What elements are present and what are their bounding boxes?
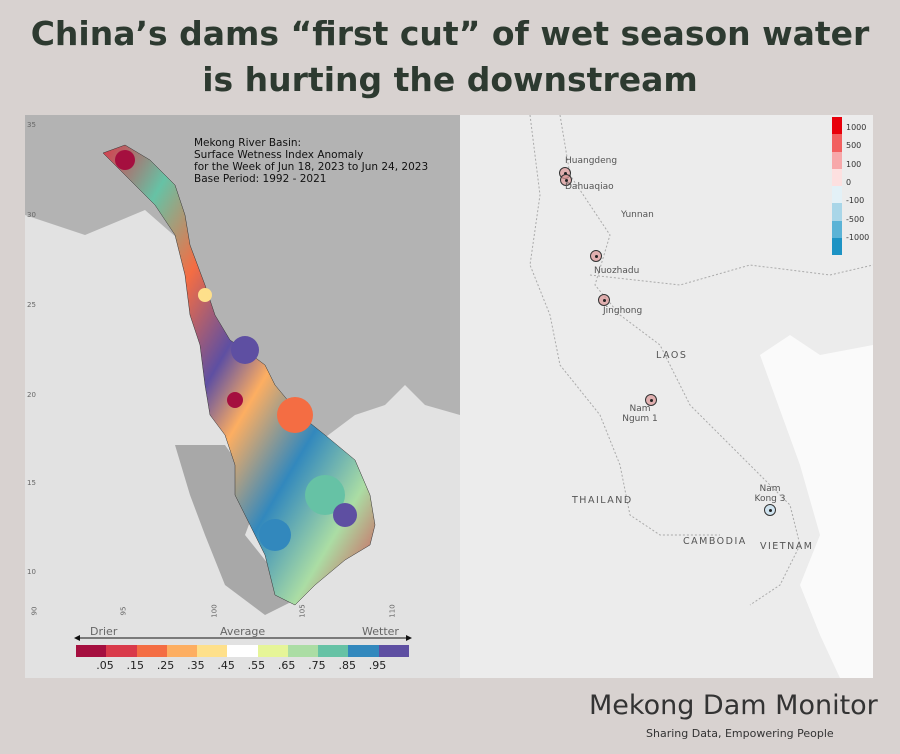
country-label: THAILAND xyxy=(572,495,633,506)
colorbar-label: .65 xyxy=(277,659,296,672)
basin-map-graphic xyxy=(25,115,460,678)
storage-legend xyxy=(832,117,842,256)
map-caption: Mekong River Basin: Surface Wetness Inde… xyxy=(194,137,428,185)
lon-tick: 105 xyxy=(298,604,307,618)
lon-tick: 90 xyxy=(30,606,39,616)
lat-tick: 10 xyxy=(27,568,36,576)
legend-label: 1000 xyxy=(846,123,867,132)
dam-marker-dahuaqiao[interactable] xyxy=(560,174,572,186)
colorbar-label: .75 xyxy=(308,659,326,672)
headline-line-2: is hurting the downstream xyxy=(202,60,698,99)
dam-storage-map xyxy=(460,114,874,678)
colorbar-swatch xyxy=(287,645,319,657)
region-map-graphic xyxy=(529,114,874,678)
dam-label: Nam Ngum 1 xyxy=(622,404,658,424)
colorbar-label: .45 xyxy=(217,659,235,672)
dam-label: Nuozhadu xyxy=(594,266,640,276)
colorbar-swatch xyxy=(106,645,137,657)
lat-tick: 15 xyxy=(27,479,36,487)
dam-label: Huangdeng xyxy=(565,156,618,166)
brand-name: Mekong Dam Monitor xyxy=(589,690,878,721)
dam-label: Dahuaqiao xyxy=(565,182,614,192)
legend-label: 500 xyxy=(846,141,862,151)
country-label: CAMBODIA xyxy=(683,536,747,547)
colorbar-swatch xyxy=(136,645,167,657)
dam-marker-nam-kong-3[interactable] xyxy=(764,504,776,516)
colorbar-label: .55 xyxy=(247,659,266,672)
caption-line: Base Period: 1992 - 2021 xyxy=(194,173,327,185)
legend-label: 100 xyxy=(846,159,862,169)
colorbar-swatch xyxy=(348,645,379,657)
country-label: VIETNAM xyxy=(760,541,814,552)
scale-drier: Drier xyxy=(90,625,118,638)
colorbar xyxy=(76,645,409,657)
legend-label: 0 xyxy=(846,177,852,187)
brand-tagline: Sharing Data, Empowering People xyxy=(646,727,834,740)
legend-swatch xyxy=(832,186,842,204)
colorbar-swatch xyxy=(197,645,228,657)
colorbar-swatch xyxy=(318,645,349,657)
scale-arrow xyxy=(74,635,412,641)
lat-tick: 35 xyxy=(27,121,36,129)
scale-wetter: Wetter xyxy=(362,625,399,638)
colorbar-label: .25 xyxy=(156,659,175,672)
colorbar-swatch xyxy=(166,645,198,657)
colorbar-swatch xyxy=(227,645,258,657)
caption-line: Mekong River Basin: xyxy=(194,137,302,149)
caption-line: for the Week of Jun 18, 2023 to Jun 24, … xyxy=(194,161,429,173)
legend-label: -100 xyxy=(846,196,865,206)
colorbar-label: .85 xyxy=(338,659,356,672)
headline-line-1: China’s dams “first cut” of wet season w… xyxy=(30,14,870,53)
region-label: Yunnan xyxy=(621,210,654,220)
colorbar-label: .95 xyxy=(368,659,387,672)
dam-marker-nuozhadu[interactable] xyxy=(590,250,602,262)
legend-swatch xyxy=(832,238,842,256)
colorbar-swatch xyxy=(257,645,288,657)
legend-swatch xyxy=(832,151,842,169)
lat-tick: 25 xyxy=(27,301,36,309)
lon-tick: 110 xyxy=(388,604,397,618)
country-label: LAOS xyxy=(656,350,688,361)
dam-label: Jinghong xyxy=(603,306,643,316)
legend-label: -1000 xyxy=(846,232,870,242)
legend-swatch xyxy=(832,117,842,135)
caption-line: Surface Wetness Index Anomaly xyxy=(194,149,364,161)
colorbar-label: .35 xyxy=(187,659,205,672)
lat-tick: 30 xyxy=(27,211,36,219)
legend-swatch xyxy=(832,203,842,221)
colorbar-label: .05 xyxy=(96,659,114,672)
lon-tick: 100 xyxy=(210,604,219,618)
colorbar-label: .15 xyxy=(126,659,145,672)
scale-average: Average xyxy=(220,625,266,638)
dam-label: Nam Kong 3 xyxy=(754,484,786,504)
dam-marker-nam-ngum-1[interactable] xyxy=(645,394,657,406)
legend-label: -500 xyxy=(846,214,865,224)
wetness-anomaly-map: 35 30 25 20 15 10 90 95 100 105 110 xyxy=(25,115,460,678)
lat-tick: 20 xyxy=(27,391,36,399)
dam-marker-jinghong[interactable] xyxy=(598,294,610,306)
colorbar-swatch xyxy=(378,645,409,657)
legend-swatch xyxy=(832,220,842,239)
legend-swatch xyxy=(832,168,842,187)
legend-swatch xyxy=(832,134,842,152)
colorbar-swatch xyxy=(76,645,107,657)
lon-tick: 95 xyxy=(119,606,128,616)
